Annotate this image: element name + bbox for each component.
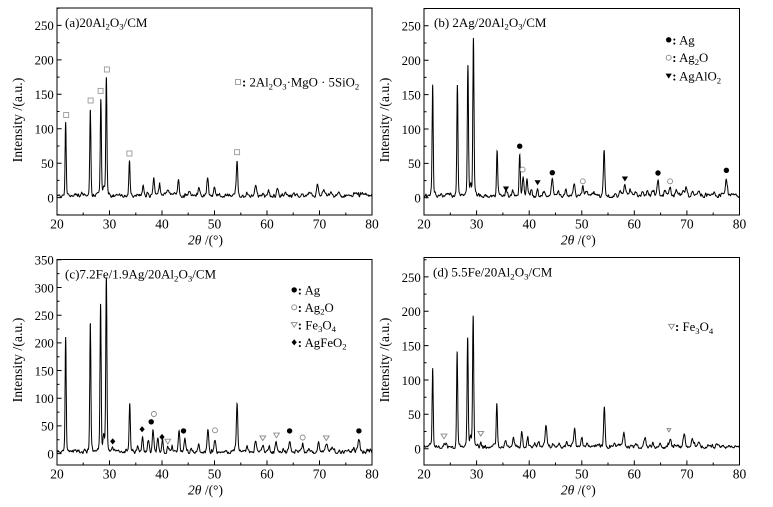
- svg-text:150: 150: [35, 364, 54, 378]
- svg-text:(c)7.2Fe/1.9Ag/20Al2O3/CM: (c)7.2Fe/1.9Ag/20Al2O3/CM: [65, 266, 217, 283]
- svg-text:200: 200: [35, 54, 54, 68]
- svg-text:: Ag: : Ag: [298, 283, 321, 297]
- svg-text:40: 40: [522, 217, 536, 232]
- svg-text:: Ag2O: : Ag2O: [672, 51, 708, 67]
- svg-text:(a)20Al2O3/CM: (a)20Al2O3/CM: [65, 15, 148, 32]
- svg-text:: AgAlO2: : AgAlO2: [672, 70, 721, 86]
- svg-text:30: 30: [470, 217, 484, 232]
- svg-text:250: 250: [402, 20, 421, 34]
- svg-text:30: 30: [470, 467, 484, 482]
- svg-text:20: 20: [50, 467, 64, 482]
- svg-text:150: 150: [402, 88, 421, 102]
- svg-text:30: 30: [103, 217, 117, 232]
- svg-text:70: 70: [680, 467, 694, 482]
- svg-text:150: 150: [402, 339, 421, 353]
- svg-text:: Ag2O: : Ag2O: [298, 301, 334, 317]
- svg-text:2θ /(°): 2θ /(°): [561, 233, 596, 248]
- svg-text:20: 20: [417, 217, 431, 232]
- svg-text:80: 80: [733, 467, 747, 482]
- svg-text:Intensity /(a.u.): Intensity /(a.u.): [377, 78, 393, 163]
- svg-text:70: 70: [680, 217, 694, 232]
- svg-text:100: 100: [402, 123, 421, 137]
- svg-text:: AgFeO2: : AgFeO2: [298, 336, 347, 352]
- svg-text:40: 40: [155, 217, 169, 232]
- svg-text:: 2Al2O3·MgO · 5SiO2: : 2Al2O3·MgO · 5SiO2: [242, 76, 359, 92]
- svg-text:: Ag: : Ag: [672, 33, 695, 47]
- svg-text:Intensity /(a.u.): Intensity /(a.u.): [377, 318, 393, 403]
- svg-text:80: 80: [365, 217, 379, 232]
- svg-text:50: 50: [41, 157, 54, 171]
- svg-text:(b) 2Ag/20Al2O3/CM: (b) 2Ag/20Al2O3/CM: [434, 15, 547, 32]
- svg-text:2θ /(°): 2θ /(°): [188, 233, 223, 248]
- svg-text:100: 100: [35, 123, 54, 137]
- svg-text:20: 20: [417, 467, 431, 482]
- svg-text:(d) 5.5Fe/20Al2O3/CM: (d) 5.5Fe/20Al2O3/CM: [433, 265, 553, 282]
- svg-text:50: 50: [575, 467, 589, 482]
- svg-text:50: 50: [208, 217, 222, 232]
- svg-text:20: 20: [50, 217, 64, 232]
- svg-text:200: 200: [402, 54, 421, 68]
- svg-text:50: 50: [575, 217, 589, 232]
- svg-text:: Fe3O4: : Fe3O4: [298, 318, 337, 334]
- svg-text:30: 30: [103, 467, 117, 482]
- svg-text:250: 250: [35, 19, 54, 33]
- svg-text:70: 70: [313, 217, 327, 232]
- svg-text:40: 40: [522, 467, 536, 482]
- svg-text:250: 250: [402, 271, 421, 285]
- svg-text:50: 50: [41, 420, 54, 434]
- svg-text:60: 60: [260, 217, 274, 232]
- svg-text:50: 50: [408, 157, 421, 171]
- svg-text:60: 60: [628, 467, 642, 482]
- svg-text:0: 0: [47, 191, 53, 205]
- svg-text:80: 80: [365, 467, 379, 482]
- svg-text:350: 350: [35, 254, 54, 268]
- svg-text:0: 0: [47, 447, 53, 461]
- svg-text:150: 150: [35, 88, 54, 102]
- svg-text:100: 100: [402, 374, 421, 388]
- svg-text:2θ /(°): 2θ /(°): [188, 483, 223, 498]
- svg-text:250: 250: [35, 309, 54, 323]
- svg-text:60: 60: [260, 467, 274, 482]
- svg-text:60: 60: [628, 217, 642, 232]
- svg-text:200: 200: [35, 337, 54, 351]
- svg-text:Intensity /(a.u.): Intensity /(a.u.): [10, 78, 26, 163]
- svg-text:50: 50: [408, 408, 421, 422]
- svg-text:0: 0: [414, 443, 420, 457]
- svg-text:0: 0: [414, 192, 420, 206]
- svg-text:200: 200: [402, 305, 421, 319]
- svg-text:80: 80: [733, 217, 747, 232]
- svg-text:50: 50: [208, 467, 222, 482]
- svg-text:300: 300: [35, 281, 54, 295]
- svg-text:Intensity /(a.u.): Intensity /(a.u.): [10, 318, 26, 403]
- svg-text:40: 40: [155, 467, 169, 482]
- svg-text:100: 100: [35, 392, 54, 406]
- svg-text:2θ /(°): 2θ /(°): [561, 483, 596, 498]
- svg-text:70: 70: [313, 467, 327, 482]
- svg-text:: Fe3O4: : Fe3O4: [675, 320, 714, 336]
